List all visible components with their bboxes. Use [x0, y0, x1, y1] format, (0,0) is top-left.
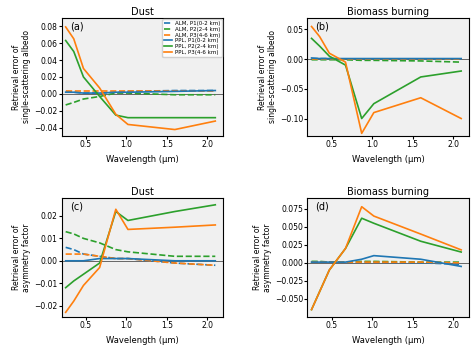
Title: Biomass burning: Biomass burning: [347, 7, 429, 17]
Title: Biomass burning: Biomass burning: [347, 187, 429, 197]
X-axis label: Wavelength (μm): Wavelength (μm): [352, 155, 425, 164]
X-axis label: Wavelength (μm): Wavelength (μm): [106, 155, 179, 164]
Text: (c): (c): [70, 202, 82, 212]
X-axis label: Wavelength (μm): Wavelength (μm): [352, 335, 425, 345]
Y-axis label: Retrieval error of
single-scattering albedo: Retrieval error of single-scattering alb…: [12, 31, 31, 124]
Y-axis label: Retrieval error of
single-scattering albedo: Retrieval error of single-scattering alb…: [258, 31, 277, 124]
Text: (a): (a): [70, 21, 83, 31]
Text: (b): (b): [316, 21, 329, 31]
Legend: ALM, P1(0-2 km), ALM, P2(2-4 km), ALM, P3(4-6 km), PPL, P1(0-2 km), PPL, P2(2-4 : ALM, P1(0-2 km), ALM, P2(2-4 km), ALM, P…: [163, 19, 222, 57]
Y-axis label: Retrieval error of
asymmetry factor: Retrieval error of asymmetry factor: [12, 223, 31, 292]
Text: (d): (d): [316, 202, 329, 212]
Y-axis label: Retrieval error of
asymmetry factor: Retrieval error of asymmetry factor: [253, 223, 272, 292]
Title: Dust: Dust: [131, 7, 154, 17]
X-axis label: Wavelength (μm): Wavelength (μm): [106, 335, 179, 345]
Title: Dust: Dust: [131, 187, 154, 197]
